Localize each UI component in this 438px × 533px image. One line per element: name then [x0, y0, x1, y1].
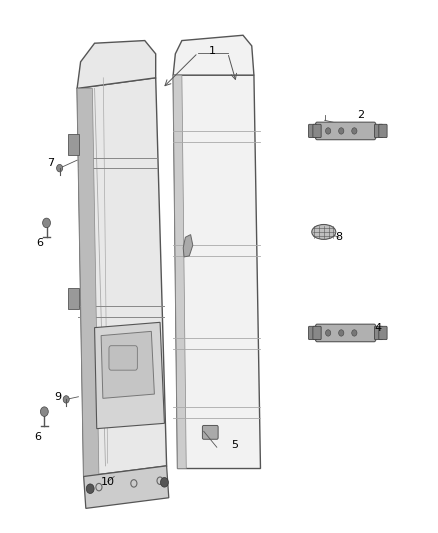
- FancyBboxPatch shape: [313, 124, 321, 138]
- Circle shape: [160, 478, 168, 487]
- Text: 7: 7: [47, 158, 54, 168]
- Polygon shape: [77, 88, 99, 477]
- Text: 6: 6: [36, 238, 43, 247]
- Circle shape: [325, 330, 331, 336]
- Ellipse shape: [312, 224, 336, 239]
- FancyBboxPatch shape: [308, 124, 317, 138]
- Circle shape: [40, 407, 48, 416]
- Polygon shape: [183, 235, 193, 257]
- Text: 9: 9: [54, 392, 61, 402]
- Bar: [68, 134, 79, 155]
- FancyBboxPatch shape: [315, 324, 376, 342]
- Text: 5: 5: [231, 440, 238, 450]
- FancyBboxPatch shape: [374, 124, 383, 138]
- Polygon shape: [101, 332, 154, 398]
- Circle shape: [339, 330, 344, 336]
- FancyBboxPatch shape: [313, 326, 321, 340]
- Circle shape: [352, 330, 357, 336]
- FancyBboxPatch shape: [379, 124, 387, 138]
- FancyBboxPatch shape: [315, 122, 376, 140]
- Polygon shape: [173, 35, 254, 75]
- Polygon shape: [84, 466, 169, 508]
- Text: 2: 2: [357, 110, 364, 120]
- Circle shape: [63, 395, 69, 403]
- Circle shape: [325, 128, 331, 134]
- Polygon shape: [173, 75, 186, 469]
- Polygon shape: [95, 322, 164, 429]
- FancyBboxPatch shape: [308, 326, 317, 340]
- Circle shape: [86, 484, 94, 494]
- FancyBboxPatch shape: [374, 326, 383, 340]
- Polygon shape: [77, 41, 155, 88]
- Text: 10: 10: [101, 477, 115, 487]
- Text: 1: 1: [209, 46, 216, 56]
- Polygon shape: [77, 78, 166, 477]
- Text: 4: 4: [375, 322, 382, 333]
- Text: 8: 8: [336, 232, 343, 243]
- Circle shape: [339, 128, 344, 134]
- Bar: [68, 288, 79, 309]
- FancyBboxPatch shape: [379, 326, 387, 340]
- Circle shape: [42, 218, 50, 228]
- Polygon shape: [173, 75, 261, 469]
- Text: 6: 6: [34, 432, 41, 442]
- FancyBboxPatch shape: [202, 425, 218, 439]
- FancyBboxPatch shape: [109, 346, 138, 370]
- Circle shape: [352, 128, 357, 134]
- Circle shape: [57, 165, 63, 172]
